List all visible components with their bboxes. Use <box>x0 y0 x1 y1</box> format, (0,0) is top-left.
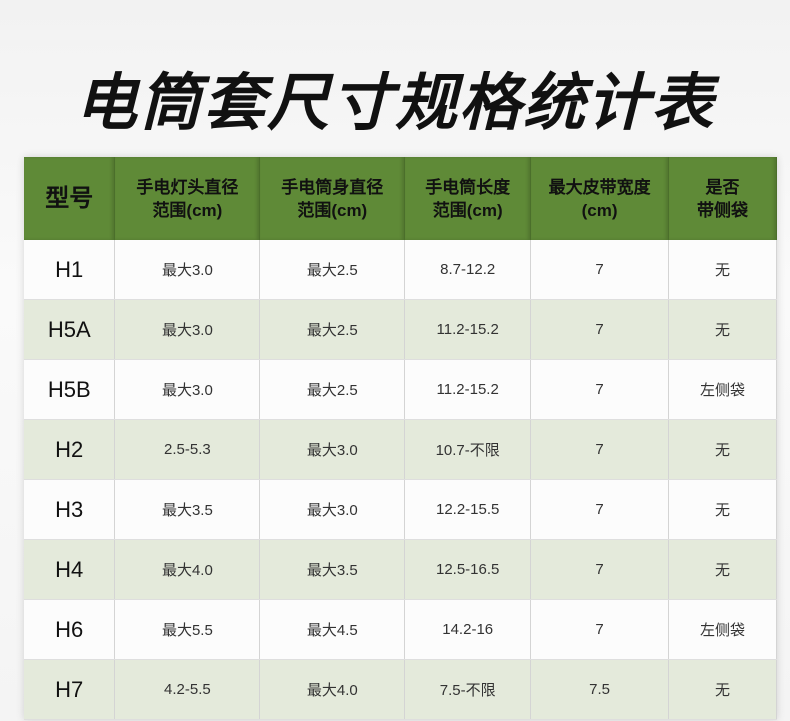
page-title: 电筒套尺寸规格统计表 <box>74 69 715 138</box>
table-row: H7 4.2-5.5 最大4.0 7.5-不限 7.5 无 <box>24 659 777 720</box>
model-cell: H5B <box>24 359 116 420</box>
table-cell: 最大3.0 <box>259 479 406 540</box>
header-text: 范围(cm) <box>432 200 503 220</box>
table-cell: 最大3.0 <box>114 240 261 300</box>
column-header: 最大皮带宽度 (cm) <box>530 157 670 240</box>
table-cell: 7 <box>530 359 670 420</box>
table-cell: 7 <box>530 419 670 480</box>
table-cell: 7 <box>530 299 670 360</box>
table-row: H3 最大3.5 最大3.0 12.2-15.5 7 无 <box>24 479 777 540</box>
table-cell: 最大3.0 <box>114 299 261 360</box>
table-cell: 最大4.0 <box>114 539 261 600</box>
table-cell: 最大3.5 <box>259 539 406 600</box>
column-header: 手电筒长度范围(cm) <box>404 157 532 240</box>
table-cell: 7.5 <box>530 659 670 720</box>
table-cell: 7 <box>530 539 670 600</box>
table-cell: 8.7-12.2 <box>404 240 532 300</box>
header-text: 型号 <box>45 185 94 212</box>
table-row: H4 最大4.0 最大3.5 12.5-16.5 7 无 <box>24 539 777 600</box>
table-cell: 无 <box>668 419 777 480</box>
column-header: 手电筒身直径 范围(cm) <box>259 157 406 240</box>
header-text: 范围(cm) <box>152 200 223 220</box>
table-cell: 最大3.0 <box>114 359 261 420</box>
header-text: 手电筒长度 <box>425 177 511 197</box>
model-cell: H5A <box>24 299 116 360</box>
table-cell: 12.5-16.5 <box>404 539 532 600</box>
table-cell: 11.2-15.2 <box>404 299 532 360</box>
table-cell: 最大3.0 <box>259 419 406 480</box>
header-text: 带侧袋 <box>697 200 749 220</box>
table-row: H6 最大5.5 最大4.5 14.2-16 7 左侧袋 <box>24 599 777 660</box>
table-cell: 最大3.5 <box>114 479 261 540</box>
table-cell: 最大2.5 <box>259 240 406 300</box>
header-text: 手电灯头直径 <box>136 177 239 197</box>
table-cell: 7 <box>530 599 670 660</box>
header-row: 型号 手电灯头直径 范围(cm) 手电筒身直径 范围(cm) 手电筒长度 范围(cm) 最大皮… <box>24 157 777 240</box>
table-row: H5B 最大3.0 最大2.5 11.2-15.2 7 左侧袋 <box>24 359 777 420</box>
table-cell: 无 <box>668 299 777 360</box>
column-header: 是否 带侧袋 <box>668 157 777 240</box>
table-cell: 最大2.5 <box>259 359 406 420</box>
table-row: H5A 最大3.0 最大2.5 11.2-15.2 7 无 <box>24 299 777 360</box>
table-cell: 7 <box>530 479 670 540</box>
spec-table: 型号 手电灯头直径 范围(cm) 手电筒身直径 范围(cm) 手电筒长度 范围(cm) 最大皮… <box>24 157 777 720</box>
table-cell: 左侧袋 <box>668 359 777 420</box>
model-cell: H4 <box>24 539 116 600</box>
table-row: H2 2.5-5.3 最大3.0 10.7-不限 7 无 <box>24 419 777 480</box>
table-cell: 4.2-5.5 <box>114 659 261 720</box>
column-header: 手电灯头直径 范围(cm) <box>114 157 261 240</box>
model-cell: H2 <box>24 419 116 480</box>
table-cell: 14.2-16 <box>404 599 532 660</box>
table-cell: 10.7-不限 <box>404 419 532 480</box>
table-cell: 7.5-不限 <box>404 659 532 720</box>
table-cell: 最大4.5 <box>259 599 406 660</box>
table-cell: 最大5.5 <box>114 599 261 660</box>
model-cell: H1 <box>24 240 116 300</box>
header-text: 范围(cm) <box>297 200 368 220</box>
header-text: 手电筒身直径 <box>281 177 384 197</box>
table-row: H1 最大3.0 最大2.5 8.7-12.2 7 无 <box>24 240 777 300</box>
header-text: (cm) <box>581 200 618 220</box>
table-cell: 无 <box>668 539 777 600</box>
table-cell: 无 <box>668 659 777 720</box>
table-cell: 7 <box>530 240 670 300</box>
model-cell: H3 <box>24 479 116 540</box>
table-cell: 2.5-5.3 <box>114 419 261 480</box>
header-text: 最大皮带宽度 <box>548 177 651 197</box>
table-cell: 无 <box>668 479 777 540</box>
model-cell: H7 <box>24 659 116 720</box>
table-cell: 11.2-15.2 <box>404 359 532 420</box>
table-cell: 无 <box>668 240 777 300</box>
header-text: 是否 <box>705 177 740 197</box>
table-cell: 最大4.0 <box>259 659 406 720</box>
table-cell: 左侧袋 <box>668 599 777 660</box>
model-cell: H6 <box>24 599 116 660</box>
table-cell: 12.2-15.5 <box>404 479 532 540</box>
table-cell: 最大2.5 <box>259 299 406 360</box>
column-header: 型号 <box>24 157 116 240</box>
